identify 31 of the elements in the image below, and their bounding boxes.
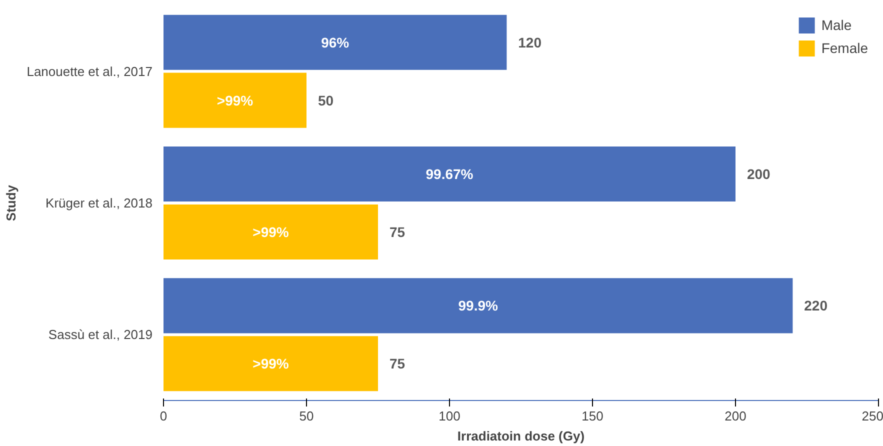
y-tick-label: Sassù et al., 2019: [48, 327, 153, 342]
legend-label: Male: [821, 17, 852, 33]
y-tick-label: Lanouette et al., 2017: [26, 64, 153, 79]
bar: [164, 146, 736, 202]
x-tick-label: 0: [160, 408, 168, 424]
data-label: 200: [746, 166, 771, 182]
x-axis-title: Irradiatoin dose (Gy): [457, 428, 585, 444]
x-tick-label: 200: [724, 408, 746, 424]
bar: [164, 278, 793, 334]
data-label: 50: [318, 92, 334, 108]
data-label: 75: [389, 224, 406, 240]
annotation: 96%: [321, 34, 350, 50]
y-axis-title: Study: [4, 184, 19, 222]
annotation: 99.67%: [426, 166, 474, 182]
y-tick-label: Krüger et al., 2018: [46, 196, 153, 210]
annotation: >99%: [252, 224, 290, 240]
legend-label: Female: [821, 40, 868, 56]
bar: [164, 72, 306, 128]
data-label: 220: [804, 298, 828, 314]
annotation: 99.9%: [458, 298, 498, 314]
x-tick-label: 100: [438, 408, 460, 424]
data-label: 75: [389, 356, 406, 372]
x-tick-label: 150: [582, 408, 604, 424]
bar: [164, 204, 378, 260]
annotation: >99%: [216, 92, 254, 108]
x-tick-label: 50: [299, 408, 314, 424]
annotation: >99%: [252, 356, 290, 372]
x-tick-label: 250: [862, 408, 883, 424]
data-label: 120: [518, 34, 542, 50]
bar: [164, 336, 378, 392]
bar: [164, 14, 507, 70]
